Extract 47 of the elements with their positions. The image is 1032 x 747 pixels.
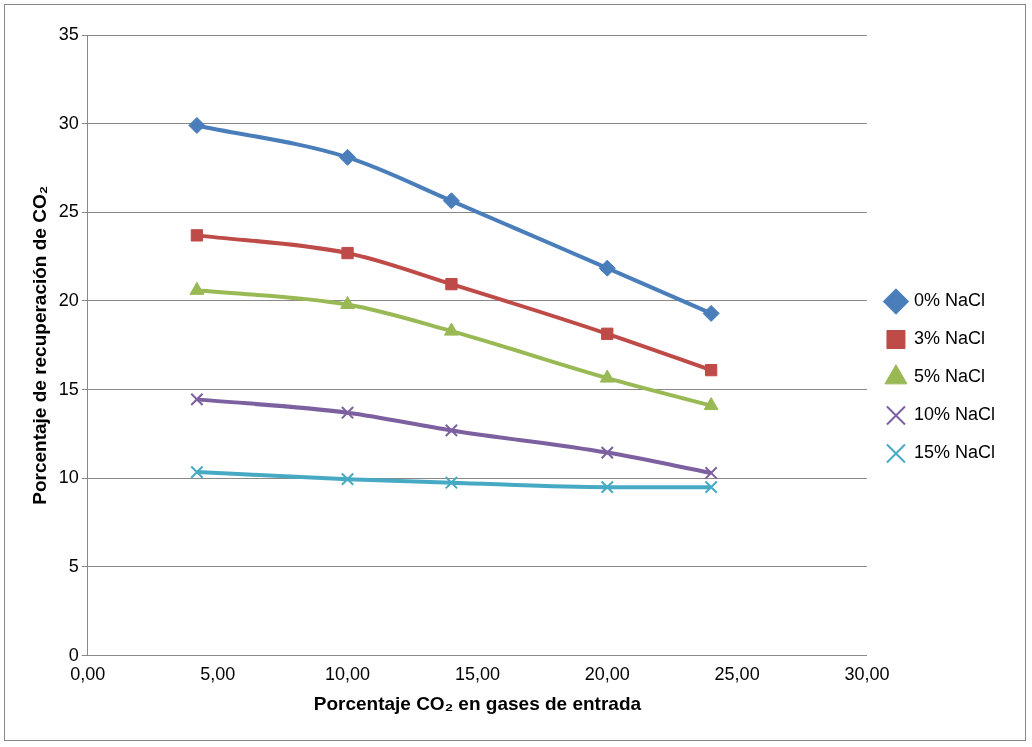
point <box>704 363 718 377</box>
y-tick-label: 35 <box>58 23 79 44</box>
point <box>600 445 614 460</box>
point <box>190 229 204 242</box>
point <box>601 327 614 340</box>
point <box>189 281 205 295</box>
point <box>443 322 459 336</box>
point <box>600 480 614 494</box>
legend-label: 0% NaCl <box>913 290 985 311</box>
x-tick-label: 25,00 <box>714 664 760 685</box>
point <box>445 277 458 291</box>
y-tick-label: 10 <box>58 467 79 488</box>
point <box>190 465 204 479</box>
y-tick-label: 25 <box>58 201 79 222</box>
y-tick-label: 0 <box>68 644 79 665</box>
x-tick-label: 10,00 <box>325 664 371 685</box>
point <box>704 480 718 494</box>
point <box>444 423 459 438</box>
y-axis-title: Porcentaje de recuperación de CO₂ <box>28 185 50 505</box>
point <box>704 466 718 480</box>
y-tick-label: 30 <box>58 112 79 133</box>
x-tick-label: 5,00 <box>200 664 236 685</box>
point <box>340 406 355 420</box>
y-tick-label: 5 <box>68 555 79 576</box>
point <box>703 397 719 411</box>
point <box>340 472 355 486</box>
point <box>340 296 355 310</box>
legend-label: 3% NaCl <box>913 328 985 349</box>
point <box>702 304 720 322</box>
legend-label: 5% NaCl <box>913 366 985 387</box>
point <box>598 259 616 277</box>
point <box>190 392 204 407</box>
point <box>339 148 357 166</box>
x-tick-label: 0,00 <box>70 664 106 685</box>
x-tick-label: 20,00 <box>584 664 630 685</box>
x-tick-label: 15,00 <box>454 664 500 685</box>
point <box>599 369 615 383</box>
point <box>444 476 459 490</box>
x-tick-label: 30,00 <box>844 664 890 685</box>
legend-label: 10% NaCl <box>913 404 996 425</box>
point <box>188 116 206 134</box>
point <box>341 246 354 260</box>
y-tick-label: 15 <box>58 378 79 399</box>
y-tick-label: 20 <box>58 289 79 310</box>
point <box>442 192 460 210</box>
legend-label: 15% NaCl <box>913 442 996 463</box>
x-axis-title: Porcentaje CO₂ en gases de entrada <box>313 692 642 714</box>
